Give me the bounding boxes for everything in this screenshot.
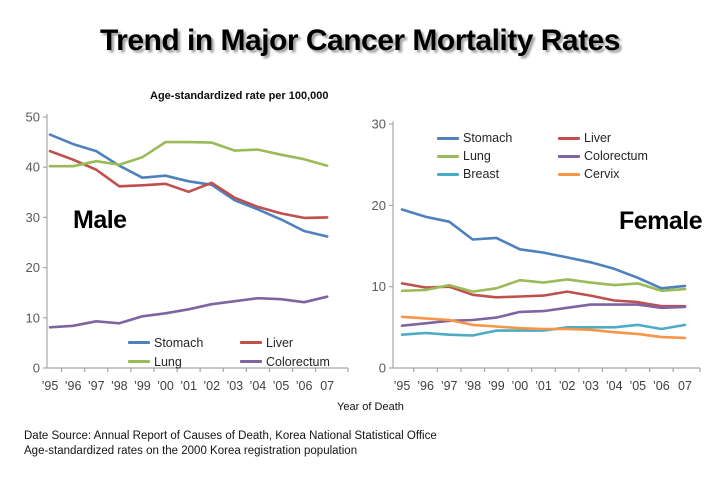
x-tick-label: ’01 <box>535 379 552 393</box>
x-tick-label: ’01 <box>180 379 197 393</box>
x-tick-label: ’05 <box>273 379 290 393</box>
x-tick-label: ’02 <box>203 379 220 393</box>
x-tick-label: ’96 <box>417 379 434 393</box>
legend-label: Colorectum <box>584 149 648 163</box>
x-tick-label: ’95 <box>42 379 59 393</box>
x-axis-title: Year of Death <box>337 401 404 413</box>
male-mortality-line-chart: 0 10 20 30 40 50 ’95 ’96 ’97 ’98 ’99 ’00 ’01 ’02 ’03 ’0… <box>26 110 349 393</box>
y-tick-label: 20 <box>26 260 40 275</box>
y-tick-label: 10 <box>372 279 386 294</box>
footer-notes: Date Source: Annual Report of Causes of … <box>24 429 437 459</box>
x-tick-label: ’00 <box>157 379 174 393</box>
male-chart-label: Male <box>73 206 127 234</box>
x-tick-label: ’02 <box>559 379 576 393</box>
legend-item-cervix: Cervix <box>558 165 648 183</box>
legend-swatch-stomach <box>437 136 459 140</box>
y-tick-label: 30 <box>26 210 40 225</box>
legend-swatch-breast <box>437 172 459 176</box>
y-tick-label: 0 <box>33 361 40 376</box>
legend-item-breast: Breast <box>437 165 558 183</box>
series-line-stomach <box>48 133 329 238</box>
series-line-stomach <box>400 208 687 290</box>
series-line-colorectum <box>48 295 329 329</box>
legend-label: Stomach <box>154 335 204 350</box>
legend-label: Lung <box>154 354 182 369</box>
x-tick-label: ’00 <box>512 379 529 393</box>
female-chart-legend: Stomach Lung Breast Liver Colorectum Cervix <box>437 129 648 183</box>
x-tick-label: ’99 <box>134 379 151 393</box>
male-chart-legend: Stomach Lung Liver Colorectum <box>128 333 330 371</box>
x-tick-label: ’04 <box>606 379 623 393</box>
y-tick-label: 20 <box>372 198 386 213</box>
legend-item-stomach: Stomach <box>128 333 240 352</box>
legend-swatch-colorectum <box>558 154 580 158</box>
y-tick-label: 10 <box>26 310 40 325</box>
x-tick-label: 07 <box>678 379 692 393</box>
y-tick-label: 40 <box>26 160 40 175</box>
legend-label: Lung <box>463 149 491 163</box>
x-tick-label: ’97 <box>88 379 105 393</box>
legend-swatch-lung <box>437 154 459 158</box>
x-tick-label: ’06 <box>296 379 313 393</box>
legend-label: Liver <box>584 131 612 145</box>
series-line-liver <box>48 149 329 220</box>
x-tick-label: ’99 <box>488 379 505 393</box>
legend-item-lung: Lung <box>128 352 240 371</box>
legend-swatch-colorectum <box>240 360 262 363</box>
x-tick-label: ’98 <box>111 379 128 393</box>
x-tick-label: ’95 <box>394 379 411 393</box>
legend-label: Liver <box>266 335 294 350</box>
x-tick-label: ’03 <box>226 379 243 393</box>
legend-item-colorectum: Colorectum <box>240 352 330 371</box>
x-tick-label: ’96 <box>65 379 82 393</box>
legend-swatch-cervix <box>558 172 580 176</box>
rate-unit-note: Age-standardized rate per 100,000 <box>150 90 329 102</box>
legend-item-lung: Lung <box>437 147 558 165</box>
legend-label: Cervix <box>584 167 620 181</box>
series-line-breast <box>400 323 687 337</box>
legend-item-stomach: Stomach <box>437 129 558 147</box>
series-line-lung <box>400 278 687 293</box>
legend-label: Stomach <box>463 131 513 145</box>
legend-swatch-lung <box>128 360 150 363</box>
data-source-note: Date Source: Annual Report of Causes of … <box>24 430 437 442</box>
standardization-note: Age-standardized rates on the 2000 Korea… <box>24 445 358 457</box>
legend-swatch-liver <box>240 341 262 344</box>
series-line-lung <box>48 140 329 168</box>
x-tick-label: ’03 <box>582 379 599 393</box>
x-tick-label: ’04 <box>250 379 267 393</box>
female-mortality-line-chart: 0 10 20 30 ’95 ’96 ’97 ’98 ’99 ’00 ’01 ’02 ’03 ’04 ’05… <box>372 117 701 393</box>
y-tick-label: 30 <box>372 117 386 132</box>
x-tick-label: ’06 <box>653 379 670 393</box>
legend-label: Colorectum <box>266 354 330 369</box>
legend-item-colorectum: Colorectum <box>558 147 648 165</box>
legend-swatch-stomach <box>128 341 150 344</box>
legend-label: Breast <box>463 167 500 181</box>
page-title: Trend in Major Cancer Mortality Rates <box>100 24 620 57</box>
x-tick-label: ’97 <box>441 379 458 393</box>
y-tick-label: 50 <box>26 110 40 125</box>
y-tick-label: 0 <box>379 361 386 376</box>
legend-swatch-liver <box>558 136 580 140</box>
x-tick-label: ’98 <box>464 379 481 393</box>
female-chart-label: Female <box>619 207 703 235</box>
series-line-colorectum <box>400 303 687 327</box>
series-line-cervix <box>400 315 687 340</box>
series-line-liver <box>400 282 687 308</box>
legend-item-liver: Liver <box>558 129 648 147</box>
x-tick-label: ’05 <box>629 379 646 393</box>
legend-item-liver: Liver <box>240 333 330 352</box>
x-tick-label: 07 <box>320 379 334 393</box>
